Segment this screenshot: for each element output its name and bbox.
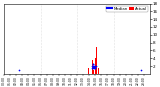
Point: [18, 69, 21, 71]
Point: [91, 67, 94, 69]
Point: [94, 67, 97, 69]
Point: [93, 67, 95, 69]
Point: [92, 63, 95, 65]
Point: [94, 67, 96, 69]
Legend: Median, Actual: Median, Actual: [106, 6, 148, 12]
Point: [92, 66, 95, 68]
Point: [92, 67, 94, 69]
Point: [140, 69, 142, 71]
Point: [93, 65, 96, 67]
Point: [91, 63, 94, 65]
Point: [92, 65, 94, 67]
Point: [91, 65, 94, 67]
Point: [94, 65, 97, 67]
Point: [92, 65, 95, 67]
Point: [93, 66, 96, 68]
